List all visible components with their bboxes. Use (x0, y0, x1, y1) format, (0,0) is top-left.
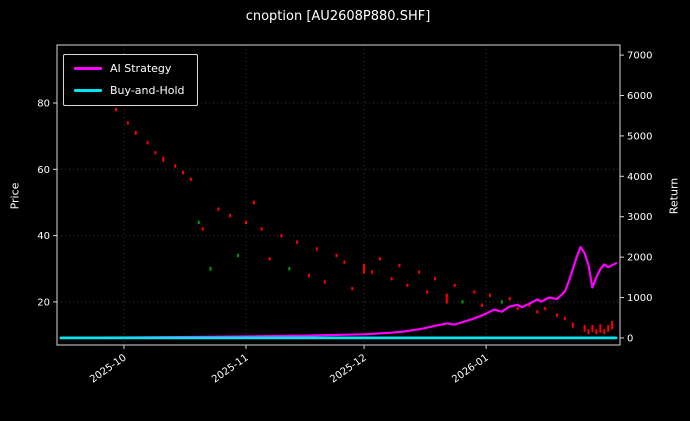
plot-border (56, 44, 621, 346)
price-candle-mark (461, 300, 464, 304)
left-tick-label: 20 (37, 297, 50, 308)
price-candle-mark (595, 329, 598, 335)
right-axis-label: Return (667, 177, 681, 215)
price-candle-mark (189, 177, 192, 181)
price-candle-mark (134, 130, 137, 135)
x-tick-label: 2025-11 (210, 352, 251, 385)
right-tick-label: 2000 (627, 253, 652, 264)
ai-strategy-line (59, 245, 618, 339)
price-candle-mark (481, 303, 484, 307)
chart-title: cnoption [AU2608P880.SHF] (245, 9, 431, 24)
price-candle-mark (370, 270, 373, 274)
price-candle-mark (323, 280, 326, 284)
price-candle-mark (571, 322, 574, 328)
left-axis-label: Price (8, 182, 22, 210)
price-candle-mark (453, 283, 456, 287)
price-candle-mark (288, 267, 291, 271)
price-candle-mark (591, 325, 594, 332)
price-candle-mark (583, 325, 586, 332)
x-tick-label: 2025-12 (328, 352, 369, 385)
right-tick-label: 4000 (627, 172, 652, 183)
price-candle-mark (406, 283, 409, 287)
price-candle-mark (174, 164, 177, 168)
right-tick-label: 5000 (627, 131, 652, 142)
price-candle-mark (296, 240, 299, 244)
right-tick-label: 0 (627, 333, 633, 344)
price-candle-mark (489, 293, 492, 297)
price-candle-mark (607, 325, 610, 332)
price-candle-mark (544, 306, 547, 311)
price-candle-mark (307, 273, 310, 278)
legend-item: Buy-and-Hold (74, 84, 185, 97)
price-candle-mark (252, 200, 255, 205)
legend-label: Buy-and-Hold (110, 84, 185, 97)
price-candle-mark (418, 270, 421, 274)
price-candle-mark (181, 170, 184, 175)
price-candle-mark (508, 296, 511, 301)
price-candle-mark (611, 320, 614, 330)
price-candle-mark (260, 227, 263, 231)
price-candle-mark (536, 310, 539, 314)
price-candle-mark (599, 324, 602, 333)
left-tick-label: 60 (37, 165, 50, 176)
legend-line-swatch-buyhold (74, 89, 102, 92)
left-tick-label: 40 (37, 231, 50, 242)
price-candle-mark (563, 316, 566, 321)
right-tick-label: 1000 (627, 293, 652, 304)
price-candle-mark (229, 214, 232, 218)
price-candle-mark (473, 290, 476, 294)
legend-item: AI Strategy (74, 62, 185, 75)
price-candle-mark (244, 220, 247, 225)
price-candle-mark (154, 151, 157, 155)
price-candle-mark (556, 313, 559, 317)
price-candle-mark (126, 121, 129, 125)
price-candle-mark (351, 286, 354, 291)
price-candle-mark (516, 306, 519, 311)
legend-label: AI Strategy (110, 62, 172, 75)
price-candle-mark (217, 207, 220, 211)
price-candle-mark (500, 300, 503, 304)
price-candle-mark (162, 156, 165, 162)
price-candle-mark (587, 329, 590, 335)
legend: AI Strategy Buy-and-Hold (63, 54, 198, 106)
price-candle-mark (115, 107, 118, 112)
price-candle-mark (398, 263, 401, 268)
price-candle-mark (197, 220, 200, 225)
price-candle-mark (378, 257, 381, 261)
left-tick-label: 80 (37, 99, 50, 110)
x-tick-label: 2025-10 (88, 352, 129, 385)
price-candle-mark (363, 263, 366, 274)
right-tick-label: 3000 (627, 212, 652, 223)
price-candle-mark (280, 233, 283, 238)
price-candle-mark (426, 290, 429, 294)
price-candle-mark (433, 277, 436, 281)
price-candle-mark (335, 253, 338, 258)
price-candle-mark (315, 247, 318, 251)
price-candle-mark (209, 266, 212, 271)
price-candle-mark (268, 257, 271, 261)
right-tick-label: 7000 (627, 51, 652, 62)
price-candle-mark (201, 227, 204, 231)
price-candle-mark (390, 277, 393, 281)
price-candle-mark (146, 141, 149, 145)
price-candle-mark (237, 253, 240, 258)
right-tick-label: 6000 (627, 91, 652, 102)
x-tick-label: 2026-01 (450, 352, 491, 385)
price-candle-mark (343, 260, 346, 264)
price-candle-mark (528, 303, 531, 307)
price-candle-mark (445, 293, 448, 304)
price-candle-mark (603, 329, 606, 335)
legend-line-swatch-strategy (74, 67, 102, 70)
